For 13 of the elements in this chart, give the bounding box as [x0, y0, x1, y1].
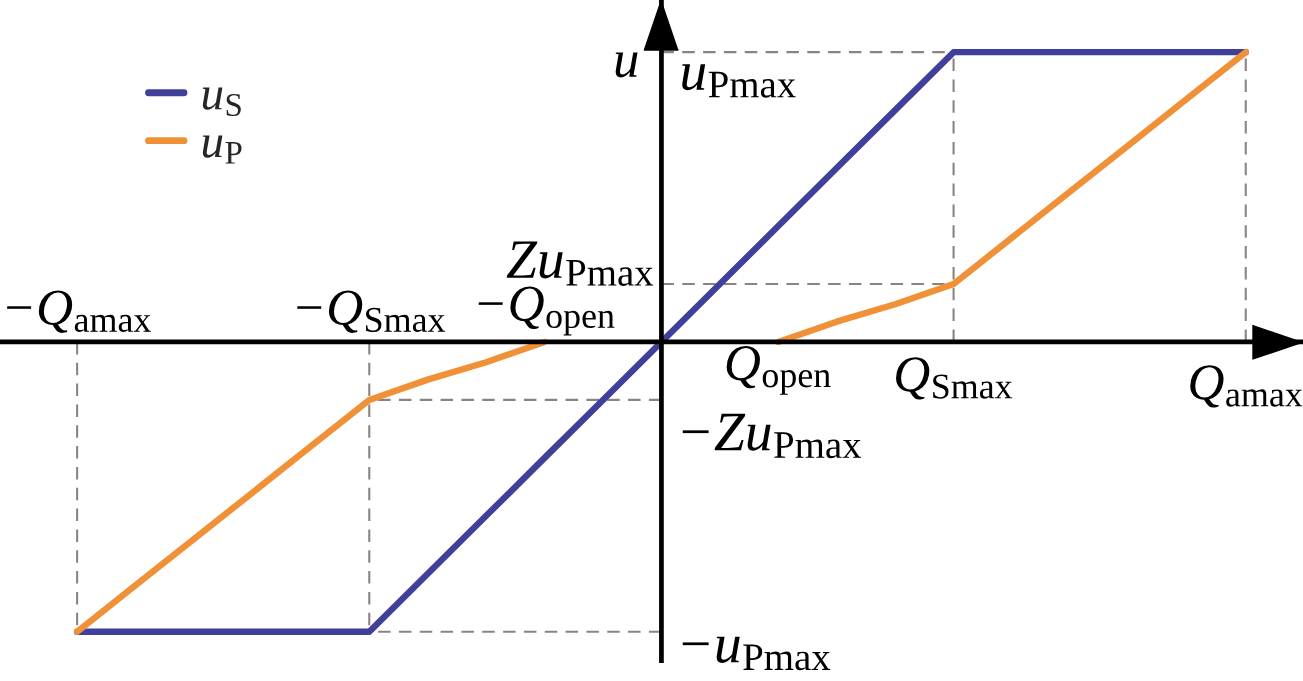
x-tick-label: Q$_{Smax}$	[896, 357, 1013, 400]
x-tick-label: Q$_{amax}$	[1190, 365, 1303, 408]
x-tick-label: −Q$_{open}$	[478, 286, 615, 336]
legend-label: u$_{S}$	[202, 87, 241, 117]
x-tick-label: −Q$_{amax}$	[7, 290, 151, 333]
ref-line-label: Zu$_{Pmax}$	[506, 241, 654, 286]
y-axis-title: u	[615, 52, 638, 78]
x-tick-label: Q$_{open}$	[726, 345, 831, 395]
ref-line-label: u$_{Pmax}$	[682, 64, 796, 98]
x-tick-label: −Q$_{Smax}$	[297, 290, 446, 333]
legend-label: u$_{P}$	[202, 135, 242, 164]
ref-line-label: −Zu$_{Pmax}$	[682, 413, 862, 459]
ref-line-label: −u$_{Pmax}$	[682, 636, 831, 671]
